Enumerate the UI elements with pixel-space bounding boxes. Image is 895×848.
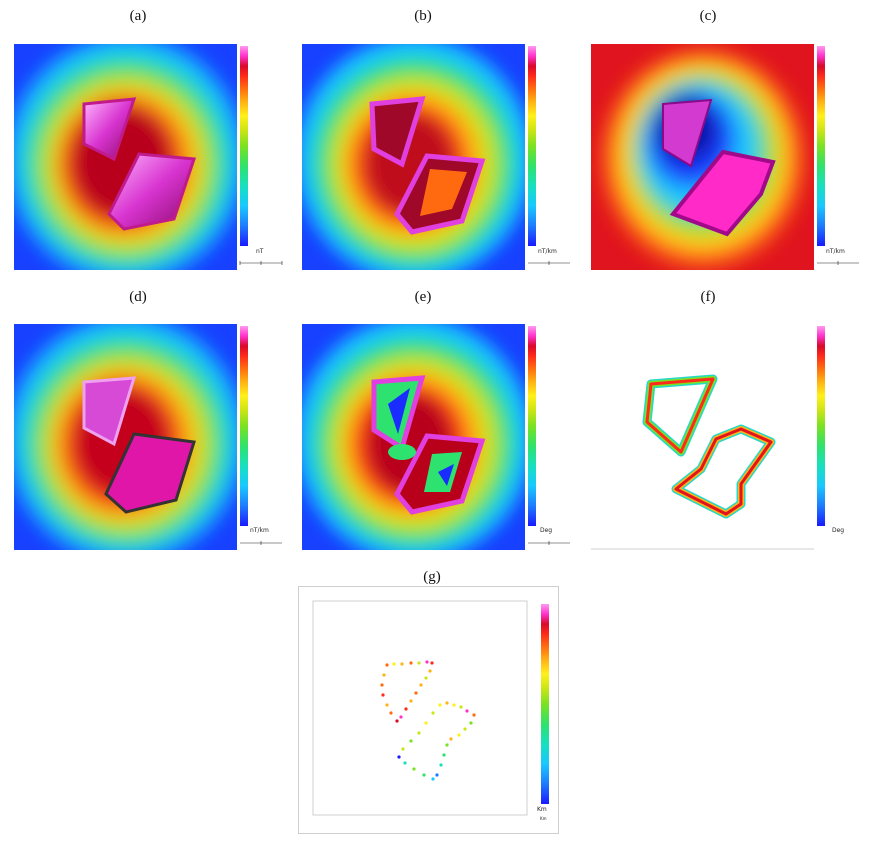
panel-label-d: (d) bbox=[129, 289, 147, 305]
edge-map-f bbox=[591, 324, 814, 550]
colorbar-unit-a: nT bbox=[256, 248, 264, 255]
scale-bar-g-label: Km bbox=[540, 816, 547, 821]
scale-bar-e bbox=[526, 538, 572, 550]
panel-label-g: (g) bbox=[423, 569, 441, 585]
scale-bar-b bbox=[526, 258, 572, 270]
panel-label-e: (e) bbox=[414, 289, 432, 305]
depth-map-g-frame bbox=[298, 586, 559, 834]
panel-label-f: (f) bbox=[700, 289, 716, 305]
panel-label-c: (c) bbox=[699, 8, 717, 24]
scale-bar-d bbox=[238, 538, 284, 550]
colorbar-unit-g: Km bbox=[537, 806, 547, 813]
depth-solution-points-2 bbox=[397, 701, 476, 781]
colorbar-unit-d: nT/km bbox=[250, 527, 269, 534]
panel-label-a: (a) bbox=[129, 8, 147, 24]
panel-label-b: (b) bbox=[414, 8, 432, 24]
anomaly-map-d bbox=[14, 324, 237, 550]
scale-bar-a bbox=[238, 258, 284, 270]
colorbar-unit-f: Deg bbox=[832, 527, 845, 534]
colorbar-f bbox=[817, 326, 839, 531]
scale-bar-c bbox=[815, 258, 861, 270]
colorbar-e bbox=[528, 326, 550, 531]
colorbar-unit-c: nT/km bbox=[826, 248, 845, 255]
colorbar-unit-b: nT/km bbox=[538, 248, 557, 255]
anomaly-map-c bbox=[591, 44, 814, 270]
colorbar-d bbox=[240, 326, 262, 531]
anomaly-map-b bbox=[302, 44, 525, 270]
colorbar-c bbox=[817, 46, 839, 251]
anomaly-map-e bbox=[302, 324, 525, 550]
colorbar-b bbox=[528, 46, 550, 251]
colorbar-a bbox=[240, 46, 262, 251]
depth-solution-points-1 bbox=[380, 660, 434, 723]
anomaly-map-a bbox=[14, 44, 237, 270]
colorbar-unit-e: Deg bbox=[540, 527, 553, 534]
colorbar-g bbox=[541, 604, 555, 809]
